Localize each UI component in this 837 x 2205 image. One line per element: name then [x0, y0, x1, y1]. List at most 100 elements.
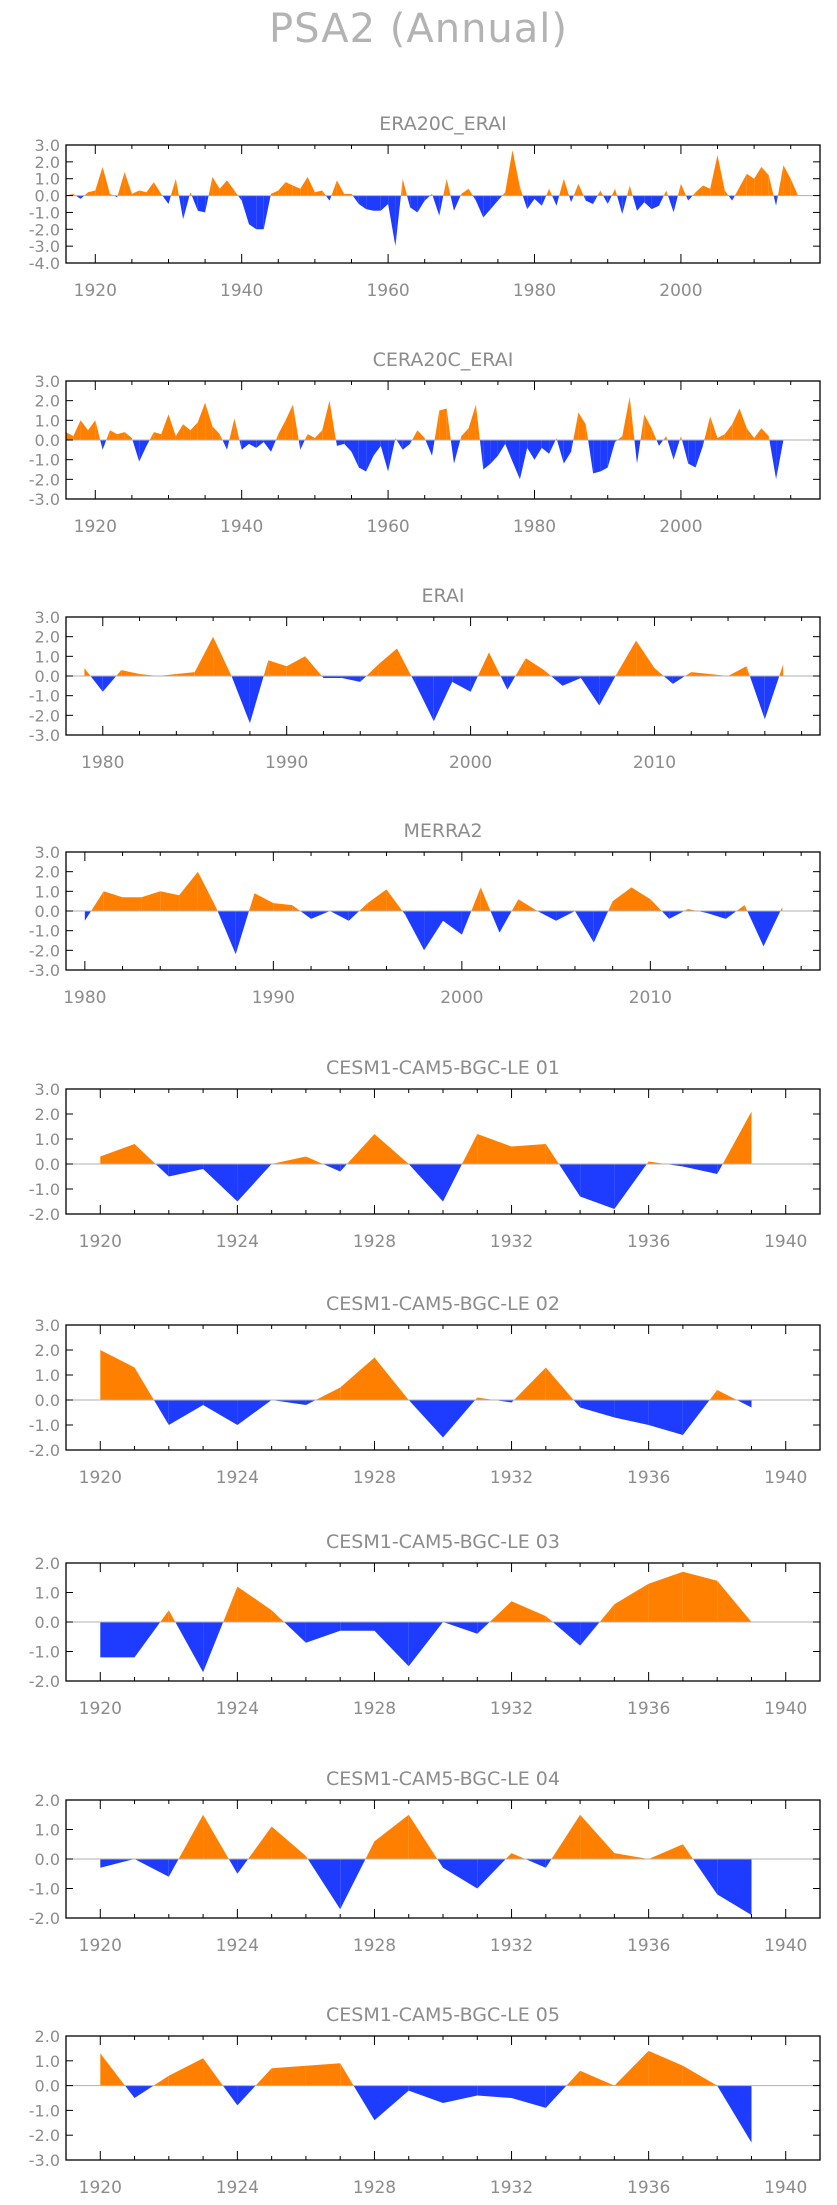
positive-anomaly-area: [480, 887, 491, 911]
chart-title: CESM1-CAM5-BGC-LE 03: [326, 1531, 560, 1553]
negative-anomaly-area: [408, 1622, 443, 1667]
negative-anomaly-area: [249, 195, 257, 230]
negative-anomaly-area: [672, 676, 686, 684]
negative-anomaly-area: [717, 2085, 752, 2143]
positive-anomaly-area: [84, 668, 91, 676]
positive-anomaly-area: [702, 185, 711, 196]
negative-anomaly-area: [773, 195, 777, 206]
negative-anomaly-area: [134, 1859, 169, 1877]
positive-anomaly-area: [366, 664, 379, 676]
positive-anomaly-area: [402, 178, 407, 196]
x-tick-label: 1940: [764, 1232, 807, 1252]
positive-anomaly-area: [168, 414, 176, 440]
positive-anomaly-area: [285, 182, 293, 196]
negative-anomaly-area: [125, 2085, 135, 2098]
positive-anomaly-area: [636, 640, 655, 676]
negative-anomaly-area: [682, 440, 689, 464]
positive-anomaly-area: [622, 396, 630, 440]
negative-anomaly-area: [632, 195, 637, 211]
x-tick-label: 1920: [79, 2178, 122, 2198]
negative-anomaly-area: [563, 440, 572, 464]
negative-anomaly-area: [256, 440, 264, 448]
positive-anomaly-area: [629, 396, 635, 440]
negative-anomaly-area: [80, 195, 85, 199]
negative-anomaly-area: [673, 440, 680, 460]
positive-anomaly-area: [304, 434, 308, 440]
negative-anomaly-area: [717, 1164, 723, 1174]
negative-anomaly-area: [424, 911, 443, 951]
positive-anomaly-area: [446, 178, 451, 196]
positive-anomaly-area: [545, 1616, 553, 1622]
x-tick-label: 2000: [659, 517, 702, 537]
positive-anomaly-area: [612, 887, 632, 911]
positive-anomaly-area: [710, 155, 718, 196]
negative-anomaly-area: [511, 1400, 514, 1403]
negative-anomaly-area: [271, 1400, 306, 1405]
positive-anomaly-area: [227, 180, 235, 196]
positive-anomaly-area: [511, 1601, 546, 1622]
x-tick-label: 1936: [627, 1699, 670, 1719]
positive-anomaly-area: [710, 416, 718, 440]
positive-anomaly-area: [502, 192, 506, 196]
y-tick-label: 1.0: [35, 1366, 60, 1385]
negative-anomaly-area: [541, 440, 550, 454]
positive-anomaly-area: [100, 2053, 125, 2086]
chart-title: CERA20C_ERAI: [373, 349, 514, 371]
negative-anomaly-area: [284, 1622, 306, 1643]
negative-anomaly-area: [352, 195, 359, 204]
positive-anomaly-area: [685, 672, 692, 676]
negative-anomaly-area: [599, 676, 616, 706]
negative-anomaly-area: [475, 195, 484, 218]
positive-anomaly-area: [663, 190, 667, 196]
x-tick-label: 1940: [764, 2178, 807, 2198]
negative-anomaly-area: [673, 195, 678, 213]
positive-anomaly-area: [648, 1844, 683, 1859]
negative-anomaly-area: [228, 1859, 238, 1874]
positive-anomaly-area: [617, 436, 623, 440]
chart-title: ERAI: [421, 585, 464, 607]
positive-anomaly-area: [761, 428, 769, 440]
positive-anomaly-area: [600, 190, 604, 196]
negative-anomaly-area: [545, 2085, 567, 2108]
x-tick-label: 1920: [79, 1468, 122, 1488]
positive-anomaly-area: [651, 428, 657, 440]
x-tick-label: 1936: [627, 2178, 670, 2198]
y-tick-label: 2.0: [35, 2027, 60, 2046]
positive-anomaly-area: [347, 1134, 375, 1164]
negative-anomaly-area: [439, 195, 444, 216]
positive-anomaly-area: [189, 192, 191, 196]
negative-anomaly-area: [307, 1859, 341, 1910]
y-tick-label: -2.0: [29, 2126, 60, 2145]
positive-anomaly-area: [219, 434, 223, 440]
negative-anomaly-area: [682, 1400, 710, 1435]
positive-anomaly-area: [460, 436, 462, 440]
negative-anomaly-area: [263, 195, 271, 230]
positive-anomaly-area: [627, 185, 630, 196]
positive-anomaly-area: [178, 1814, 204, 1859]
positive-anomaly-area: [462, 1134, 478, 1164]
negative-anomaly-area: [358, 195, 367, 210]
negative-anomaly-area: [534, 195, 542, 206]
positive-anomaly-area: [197, 402, 206, 440]
positive-anomaly-area: [340, 1357, 375, 1400]
positive-anomaly-area: [124, 432, 132, 440]
positive-anomaly-area: [477, 1397, 495, 1400]
negative-anomaly-area: [336, 440, 345, 446]
positive-anomaly-area: [203, 1814, 229, 1859]
x-tick-label: 1920: [79, 1936, 122, 1956]
positive-anomaly-area: [768, 175, 774, 196]
chart-panel-3: ERAI 3.02.01.00.0-1.0-2.0-3.0 1980 1990 2000…: [29, 585, 821, 773]
positive-anomaly-area: [717, 434, 725, 440]
positive-anomaly-area: [88, 190, 96, 196]
y-tick-label: -1.0: [29, 451, 60, 470]
positive-anomaly-area: [170, 178, 176, 196]
negative-anomaly-area: [237, 1859, 249, 1874]
y-tick-label: 1.0: [35, 1130, 60, 1149]
negative-anomaly-area: [437, 1859, 443, 1868]
negative-anomaly-area: [344, 440, 352, 452]
positive-anomaly-area: [168, 1610, 176, 1622]
positive-anomaly-area: [88, 420, 96, 440]
negative-anomaly-area: [348, 911, 360, 921]
y-tick-label: -3.0: [29, 237, 60, 256]
y-tick-label: 2.0: [35, 1791, 60, 1810]
